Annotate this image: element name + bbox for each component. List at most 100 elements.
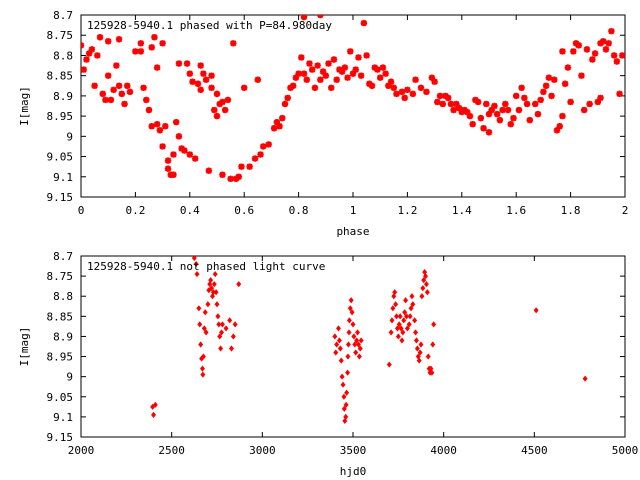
data-point [209,285,215,292]
x-tick-label: 2500 [158,444,185,457]
data-point [203,329,209,336]
y-tick-label: 9.05 [47,151,74,164]
data-point [211,106,218,114]
data-point [597,94,604,102]
data-point [423,88,430,96]
data-point [198,341,204,348]
data-point [202,309,208,316]
data-point [533,307,539,314]
data-point [410,301,416,308]
data-point [140,84,147,91]
data-point [567,98,574,106]
data-point [493,110,501,118]
x-tick-label: 2000 [68,444,95,457]
data-point [200,70,207,77]
data-point [227,175,234,182]
data-point [398,88,406,96]
data-point [409,293,415,300]
data-point [379,64,387,71]
data-point [205,167,213,174]
data-point [333,76,340,83]
data-point [137,40,145,47]
data-point [175,60,183,67]
data-point [349,70,357,77]
data-point [115,36,123,43]
data-point [341,405,347,412]
x-tick-label: 5000 [612,444,639,457]
data-point [246,163,253,170]
data-point [105,72,112,79]
data-point [224,96,232,104]
data-points [81,15,625,182]
data-point [115,82,123,89]
y-tick-label: 8.85 [47,70,74,83]
data-point [513,92,520,100]
data-point [480,125,487,132]
data-point [212,271,218,278]
data-point [540,88,547,96]
data-point [352,66,359,73]
data-point [393,90,400,98]
data-point [151,34,158,41]
data-point [124,82,131,89]
data-point [610,52,618,59]
data-point [208,84,215,91]
data-point [81,66,87,73]
data-point [196,305,202,312]
data-point [430,341,436,348]
data-point [208,277,214,284]
data-point [235,173,242,180]
data-point [227,317,233,324]
data-point [337,345,343,352]
data-point [219,98,226,106]
data-point [159,40,166,47]
data-point [431,78,438,85]
data-point [191,256,197,262]
data-point [548,92,555,100]
data-point [99,90,106,98]
data-point [390,84,397,91]
data-point [216,321,222,328]
data-point [455,104,463,112]
data-point [340,381,346,388]
y-tick-label: 9 [66,130,73,143]
data-point [583,46,591,53]
data-point [401,94,408,102]
data-point [526,116,533,124]
data-point [342,417,348,424]
data-point [346,317,352,324]
data-point [94,52,101,59]
y-tick-label: 8.75 [47,29,74,42]
data-point [110,86,117,94]
y-tick-label: 9.05 [47,391,74,404]
data-point [404,313,409,320]
data-point [397,313,403,320]
data-point [193,260,199,268]
data-point [346,329,352,336]
y-tick-label: 8.9 [53,90,73,103]
data-point [102,96,109,104]
data-point [434,98,441,106]
x-tick-label: 4000 [430,444,457,457]
data-point [197,321,203,328]
data-point [260,143,267,150]
data-point [219,171,226,178]
data-point [205,301,211,308]
data-point [200,365,205,372]
data-point [582,375,588,382]
data-point [414,345,420,352]
data-point [306,60,313,67]
data-point [201,325,207,332]
data-point [341,393,347,400]
data-point [507,121,514,128]
data-point [363,52,370,59]
data-point [284,94,291,102]
x-tick-label: 0.8 [289,204,309,217]
data-point [414,337,419,344]
data-point [145,106,153,114]
data-point [96,34,104,41]
data-point [450,106,457,114]
data-point [317,76,324,83]
data-point [420,285,426,292]
data-point [300,15,308,21]
